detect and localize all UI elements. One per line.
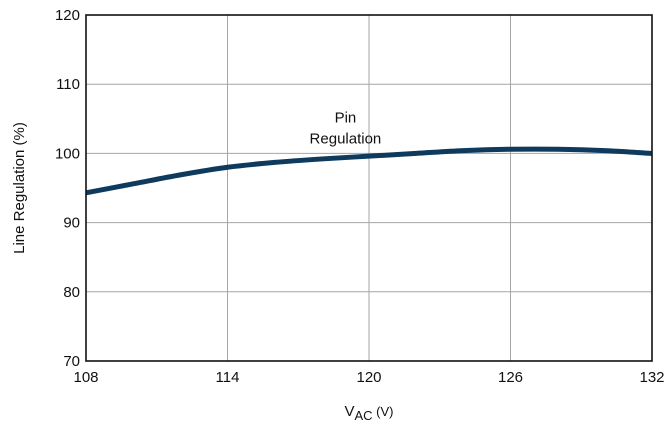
annotation-line: Pin [335, 109, 357, 126]
x-tick-label: 126 [498, 369, 523, 386]
y-axis-label: Line Regulation (%) [11, 122, 28, 254]
annotation-line: Regulation [310, 130, 382, 147]
y-tick-label: 80 [63, 284, 80, 301]
annotation: Pin Regulation [310, 109, 382, 147]
x-axis-label-unit: (V) [373, 404, 394, 419]
x-axis-label-main: V [344, 403, 354, 420]
x-tick-label: 108 [73, 369, 98, 386]
series-layer [85, 146, 653, 196]
x-tick-label: 114 [216, 369, 240, 386]
y-tick-label: 100 [55, 145, 80, 162]
plot-frame [85, 14, 653, 362]
y-tick-label: 70 [63, 353, 80, 370]
y-tick-label: 120 [55, 7, 80, 24]
x-axis-label: VAC (V) [344, 403, 393, 423]
y-tick-labels: 70 80 90 100 110 120 [55, 7, 80, 370]
series-line [85, 146, 653, 196]
x-tick-label: 132 [639, 369, 664, 386]
y-tick-label: 90 [63, 215, 80, 232]
y-tick-label: 110 [56, 76, 80, 93]
gridlines [86, 15, 652, 361]
x-axis-label-subscript: AC [355, 408, 373, 423]
x-tick-labels: 108 114 120 126 132 [73, 369, 664, 386]
x-tick-label: 120 [356, 369, 381, 386]
